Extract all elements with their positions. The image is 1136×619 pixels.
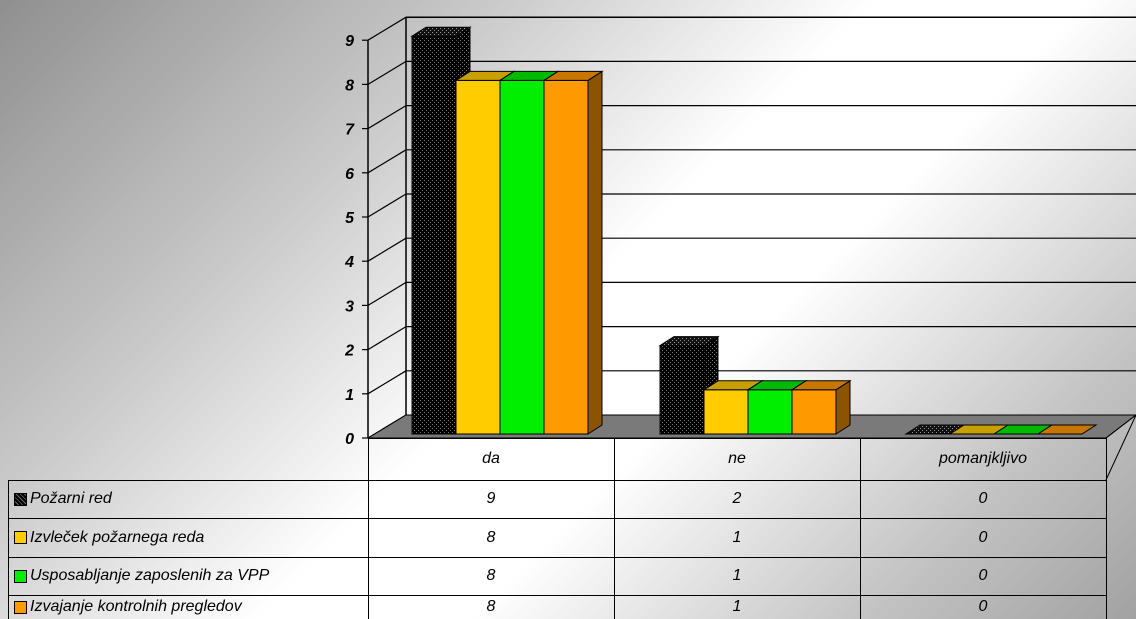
y-tick-label: 8	[345, 77, 354, 94]
y-tick-label: 9	[345, 33, 354, 50]
floor-edge	[1105, 414, 1136, 439]
bar-front	[747, 389, 793, 435]
gridline-side	[367, 281, 407, 306]
bar-front	[659, 345, 705, 435]
bar-top	[658, 336, 720, 347]
bars	[410, 26, 1098, 435]
gridline-side	[367, 326, 407, 351]
y-tick-label: 7	[345, 122, 355, 139]
gridline-side	[367, 370, 407, 395]
bar-side	[587, 70, 603, 435]
gridline-side	[367, 16, 407, 41]
y-tick-label: 4	[344, 254, 354, 271]
bar-top	[542, 70, 604, 81]
bar-front	[455, 79, 501, 435]
bar-top	[790, 380, 852, 391]
bar-top	[410, 26, 472, 37]
bar-front	[499, 79, 545, 435]
y-tick-label: 2	[344, 343, 354, 360]
bar-front	[543, 79, 589, 435]
y-tick-label: 6	[345, 166, 354, 183]
gridline-side	[367, 105, 407, 130]
y-tick-label: 3	[345, 298, 354, 315]
bar-front	[791, 389, 837, 435]
y-axis: 0 1 2 3 4 5 6 7 8 9	[344, 33, 369, 448]
bar-front	[703, 389, 749, 435]
bar	[790, 379, 852, 435]
bar-front	[411, 35, 457, 435]
gridline-side	[367, 237, 407, 262]
y-tick-label: 5	[345, 210, 355, 227]
bar-top	[1036, 424, 1098, 435]
y-tick-label: 1	[345, 387, 354, 404]
gridline-side	[367, 60, 407, 85]
bar	[542, 70, 604, 435]
gridline-side	[367, 149, 407, 174]
y-tick-label: 0	[345, 431, 354, 448]
gridline-side	[367, 193, 407, 218]
table-3d-edge	[1105, 414, 1136, 481]
bar	[1036, 424, 1098, 435]
